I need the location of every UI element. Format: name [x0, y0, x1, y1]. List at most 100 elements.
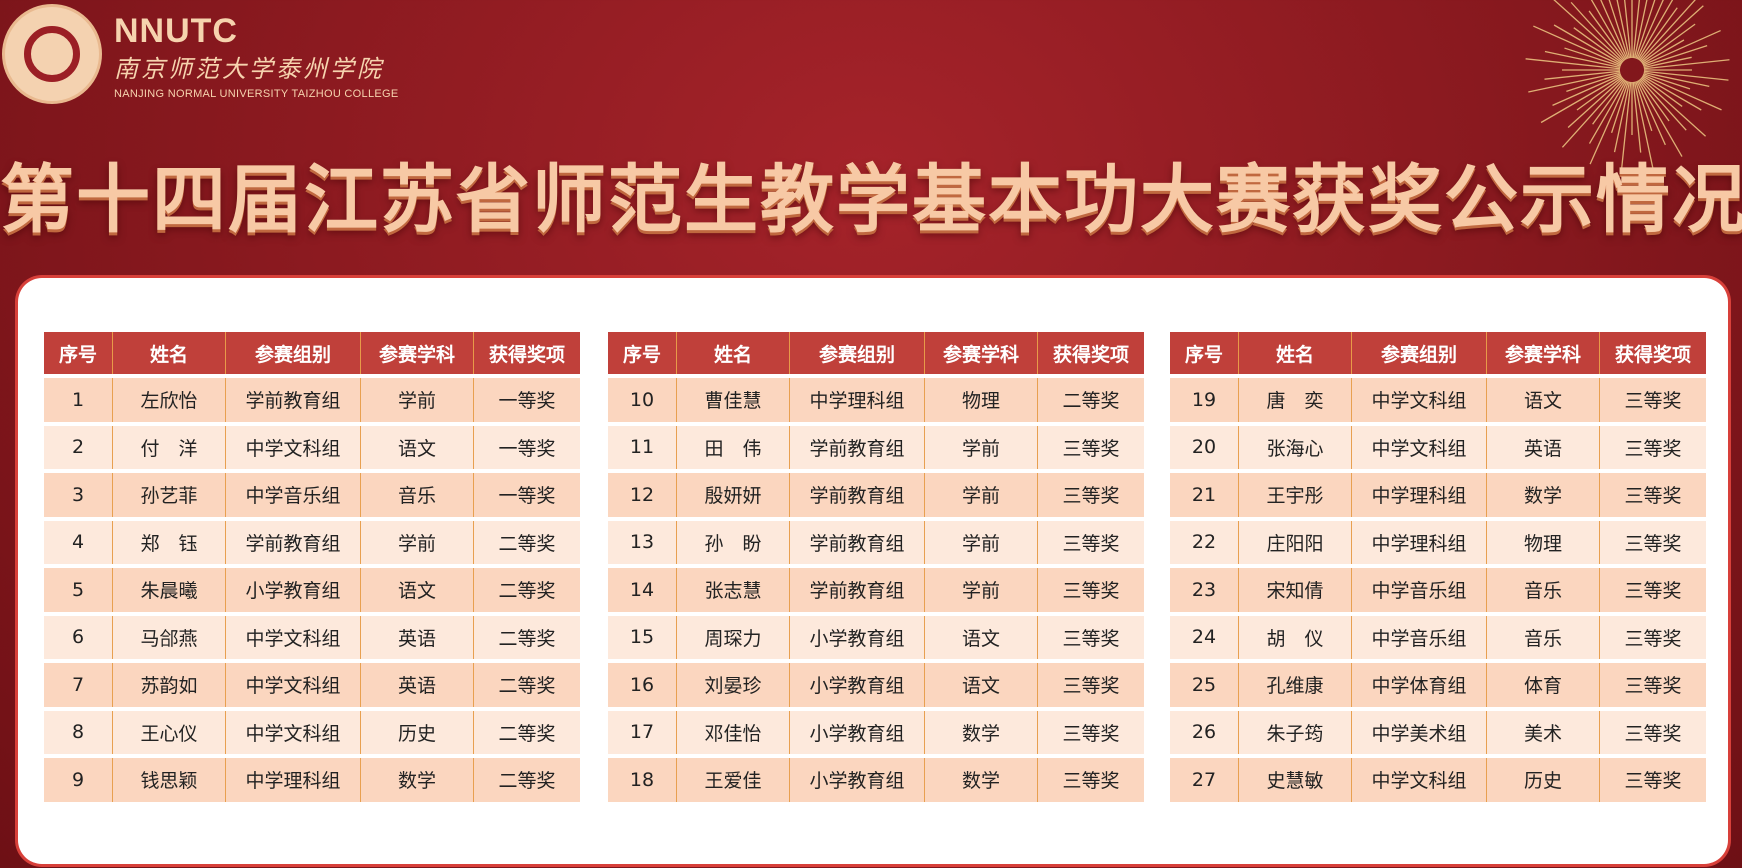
table-row: 25 孔维康 中学体育组 体育 三等奖	[1170, 663, 1706, 707]
seal-emblem	[24, 26, 80, 82]
cell-award: 三等奖	[1038, 473, 1144, 517]
cell-subject: 语文	[925, 615, 1038, 659]
column-header-rank: 序号	[608, 332, 677, 374]
table-row: 24 胡 仪中学音乐组 音乐 三等奖	[1170, 615, 1706, 659]
cell-name: 殷妍妍	[677, 473, 790, 517]
table-row: 18 王爱佳 小学教育组 数学 三等奖	[608, 758, 1144, 802]
firework-ray	[1623, 0, 1632, 59]
cell-group: 中学美术组	[1352, 710, 1487, 754]
cell-group: 学前教育组	[790, 520, 925, 564]
column-header-rank: 序号	[44, 332, 113, 374]
table-row: 22 庄阳阳 中学理科组 物理 三等奖	[1170, 520, 1706, 564]
cell-award: 二等奖	[474, 568, 580, 612]
table-row: 27 史慧敏 中学文科组 历史 三等奖	[1170, 758, 1706, 802]
cell-subject: 学前	[925, 520, 1038, 564]
firework-ray	[1590, 0, 1627, 60]
cell-name: 胡 仪	[1239, 615, 1352, 659]
cell-group: 中学体育组	[1352, 663, 1487, 707]
cell-group: 中学文科组	[226, 710, 361, 754]
results-panel: 序号 姓名 参赛组别 参赛学科 获得奖项 1 左欣怡 学前教育组 学前 一等奖 2 付 洋中学文科组语…	[18, 278, 1728, 864]
firework-ray	[1635, 81, 1653, 132]
brand-en-name: NANJING NORMAL UNIVERSITY TAIZHOU COLLEG…	[114, 88, 399, 100]
cell-subject: 体育	[1487, 663, 1600, 707]
cell-subject: 数学	[925, 758, 1038, 802]
cell-subject: 英语	[1487, 425, 1600, 469]
table-header-row: 序号 姓名 参赛组别 参赛学科 获得奖项	[1170, 332, 1706, 374]
firework-ray	[1589, 80, 1628, 165]
cell-subject: 音乐	[1487, 568, 1600, 612]
column-header-group: 参赛组别	[226, 332, 361, 374]
cell-group: 学前教育组	[226, 520, 361, 564]
column-header-rank: 序号	[1170, 332, 1239, 374]
firework-ray	[1643, 44, 1708, 67]
table-row: 3 孙艺菲 中学音乐组 音乐 一等奖	[44, 473, 580, 517]
table-row: 19 唐 奕中学文科组 语文 三等奖	[1170, 378, 1706, 422]
cell-name: 马郃燕	[113, 615, 226, 659]
cell-name: 付 洋	[113, 425, 226, 469]
firework-ray	[1564, 47, 1621, 67]
firework-ray	[1639, 0, 1696, 62]
cell-rank: 17	[608, 710, 677, 754]
firework-ray	[1638, 79, 1670, 122]
firework-ray	[1636, 80, 1666, 146]
cell-subject: 历史	[1487, 758, 1600, 802]
cell-award: 三等奖	[1600, 615, 1706, 659]
table-row: 17 邓佳怡 小学教育组 数学 三等奖	[608, 710, 1144, 754]
cell-name: 张海心	[1239, 425, 1352, 469]
firework-ray	[1638, 7, 1678, 61]
firework-ray	[1635, 0, 1656, 59]
cell-award: 二等奖	[474, 710, 580, 754]
firework-ray	[1641, 76, 1683, 107]
cell-name: 孙 盼	[677, 520, 790, 564]
cell-rank: 9	[44, 758, 113, 802]
cell-rank: 7	[44, 663, 113, 707]
cell-award: 三等奖	[1038, 758, 1144, 802]
cell-subject: 物理	[1487, 520, 1600, 564]
firework-ray	[1540, 75, 1622, 124]
firework-ray	[1525, 58, 1621, 70]
cell-rank: 16	[608, 663, 677, 707]
firework-ray	[1610, 81, 1629, 133]
cell-name: 张志慧	[677, 568, 790, 612]
firework-ray	[1620, 81, 1632, 172]
cell-group: 中学文科组	[1352, 758, 1487, 802]
column-header-subject: 参赛学科	[925, 332, 1038, 374]
firework-ray	[1616, 0, 1631, 59]
cell-group: 小学教育组	[790, 758, 925, 802]
cell-name: 郑 钰	[113, 520, 226, 564]
firework-ray	[1642, 39, 1685, 65]
cell-award: 三等奖	[1600, 568, 1706, 612]
firework-ray	[1576, 76, 1623, 111]
firework-ray	[1640, 5, 1704, 63]
cell-award: 二等奖	[474, 663, 580, 707]
cell-subject: 语文	[1487, 378, 1600, 422]
cell-award: 一等奖	[474, 473, 580, 517]
cell-name: 王爱佳	[677, 758, 790, 802]
firework-ray	[1637, 0, 1674, 60]
cell-group: 中学理科组	[226, 758, 361, 802]
cell-name: 田 伟	[677, 425, 790, 469]
results-table-3: 序号 姓名 参赛组别 参赛学科 获得奖项 19 唐 奕中学文科组 语文 三等奖 20 张海心 中学文科…	[1170, 328, 1706, 806]
results-table-2: 序号 姓名 参赛组别 参赛学科 获得奖项 10 曹佳慧 中学理科组 物理 二等奖 11 田 伟学前教育…	[608, 328, 1144, 806]
cell-group: 中学理科组	[1352, 520, 1487, 564]
column-header-name: 姓名	[113, 332, 226, 374]
table-row: 16 刘晏珍 小学教育组 语文 三等奖	[608, 663, 1144, 707]
cell-award: 一等奖	[474, 425, 580, 469]
cell-award: 三等奖	[1038, 425, 1144, 469]
cell-rank: 1	[44, 378, 113, 422]
table-header-row: 序号 姓名 参赛组别 参赛学科 获得奖项	[608, 332, 1144, 374]
firework-ray	[1639, 78, 1687, 131]
firework-ray	[1640, 77, 1707, 137]
firework-ray	[1588, 80, 1627, 144]
firework-ray	[1632, 81, 1642, 153]
cell-name: 钱思颖	[113, 758, 226, 802]
cell-rank: 15	[608, 615, 677, 659]
cell-subject: 数学	[925, 710, 1038, 754]
column-header-name: 姓名	[677, 332, 790, 374]
firework-ray	[1533, 25, 1622, 66]
table-row: 5 朱晨曦 小学教育组 语文 二等奖	[44, 568, 580, 612]
firework-ray	[1642, 75, 1702, 111]
cell-subject: 数学	[361, 758, 474, 802]
